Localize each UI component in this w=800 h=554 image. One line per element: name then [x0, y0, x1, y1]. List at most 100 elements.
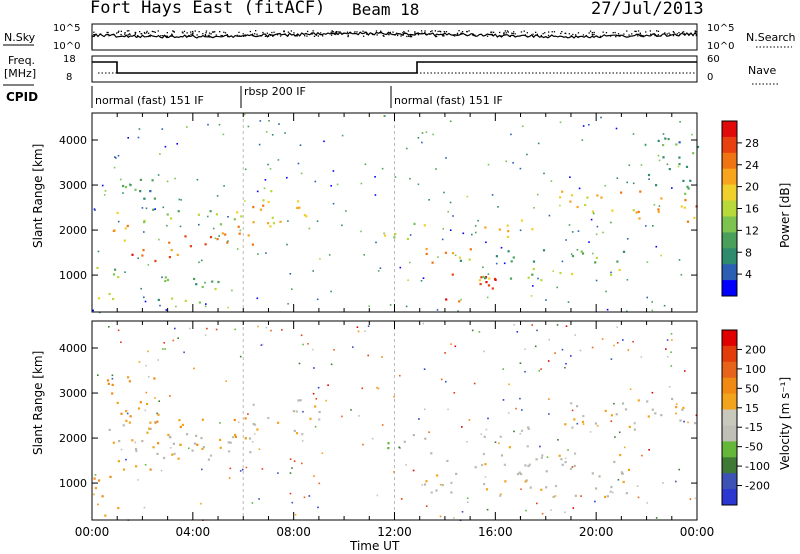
scatter-cell: [646, 502, 648, 504]
scatter-cell: [154, 208, 156, 210]
scatter-cell: [209, 454, 213, 457]
scatter-cell: [178, 419, 181, 422]
scatter-cell: [486, 296, 489, 299]
velocity-colorbar-title: Velocity [m s⁻¹]: [778, 377, 792, 470]
scatter-cell: [421, 132, 424, 134]
scatter-cell: [495, 255, 498, 258]
scatter-cell: [257, 325, 259, 328]
search-noise-point: [410, 36, 413, 38]
scatter-cell: [689, 498, 692, 500]
scatter-cell: [245, 466, 248, 469]
scatter-cell: [637, 496, 640, 499]
colorbar-tick-label: 100: [745, 363, 766, 376]
scatter-cell: [265, 252, 267, 254]
scatter-cell: [594, 261, 597, 264]
scatter-cell: [277, 421, 280, 424]
scatter-cell: [291, 288, 293, 290]
search-noise-point: [641, 35, 643, 38]
scatter-cell: [314, 180, 317, 183]
scatter-cell: [537, 277, 539, 280]
scatter-cell: [201, 447, 204, 450]
scatter-cell: [564, 423, 567, 426]
scatter-cell: [111, 377, 114, 380]
scatter-cell: [239, 355, 242, 358]
search-noise-point: [430, 31, 432, 33]
beam-label: Beam 18: [352, 0, 420, 19]
scatter-cell: [485, 488, 489, 491]
scatter-cell: [302, 343, 304, 346]
scatter-cell: [610, 358, 613, 360]
scatter-cell: [156, 420, 159, 423]
scatter-cell: [675, 480, 677, 483]
scatter-cell: [394, 176, 397, 178]
scatter-cell: [167, 433, 170, 436]
search-noise-point: [593, 33, 595, 36]
scatter-cell: [684, 199, 687, 202]
scatter-cell: [454, 345, 457, 348]
scatter-cell: [117, 329, 120, 332]
search-noise-point: [320, 32, 322, 34]
freq-label: Freq.: [8, 54, 35, 67]
colorbar-tick-label: -200: [745, 480, 770, 493]
scatter-cell: [677, 165, 680, 168]
search-noise-point: [456, 33, 458, 35]
scatter-cell: [149, 468, 152, 471]
scatter-cell: [299, 399, 302, 402]
scatter-cell: [693, 216, 696, 219]
scatter-cell: [576, 422, 579, 425]
scatter-cell: [198, 261, 200, 264]
scatter-cell: [556, 324, 559, 326]
scatter-cell: [239, 470, 242, 472]
scatter-cell: [692, 152, 695, 155]
scatter-cell: [237, 225, 240, 228]
search-noise-point: [526, 35, 528, 38]
scatter-cell: [466, 441, 468, 443]
search-noise-point: [100, 33, 102, 35]
search-noise-point: [117, 31, 119, 33]
search-noise-point: [582, 34, 585, 36]
scatter-cell: [612, 491, 614, 494]
search-noise-point: [134, 33, 136, 35]
scatter-cell: [499, 494, 502, 497]
scatter-cell: [531, 228, 534, 231]
scatter-cell: [595, 279, 598, 282]
scatter-cell: [330, 290, 332, 293]
scatter-cell: [487, 417, 489, 420]
search-noise-point: [356, 31, 358, 33]
scatter-cell: [120, 178, 122, 181]
scatter-cell: [277, 472, 279, 474]
search-noise-point: [205, 32, 207, 34]
search-noise-point: [561, 31, 563, 33]
search-noise-point: [128, 30, 130, 32]
search-noise-point: [635, 30, 637, 33]
scatter-cell: [524, 480, 527, 483]
scatter-cell: [573, 418, 576, 421]
velocity-ylabel: Slant Range [km]: [31, 351, 45, 455]
scatter-cell: [412, 434, 415, 437]
scatter-cell: [219, 422, 221, 424]
search-noise-point: [353, 32, 355, 34]
scatter-cell: [645, 225, 647, 227]
search-noise-point: [389, 31, 391, 34]
scatter-cell: [239, 229, 242, 232]
colorbar-tick-label: 20: [745, 181, 759, 194]
scatter-cell: [313, 367, 315, 369]
search-noise-point: [173, 30, 175, 33]
search-noise-point: [244, 34, 246, 36]
scatter-cell: [238, 232, 241, 235]
search-noise-point: [653, 33, 655, 35]
scatter-cell: [124, 186, 128, 189]
scatter-cell: [449, 229, 452, 231]
search-noise-point: [683, 33, 686, 35]
search-noise-point: [618, 34, 620, 37]
scatter-cell: [134, 448, 138, 451]
search-noise-point: [617, 33, 620, 35]
scatter-cell: [578, 187, 581, 190]
scatter-cell: [177, 210, 180, 213]
n-search-label: N.Search: [746, 31, 796, 44]
scatter-cell: [682, 179, 685, 182]
scatter-cell: [131, 253, 134, 256]
search-noise-point: [626, 30, 628, 32]
scatter-cell: [195, 434, 198, 437]
scatter-cell: [317, 386, 320, 389]
